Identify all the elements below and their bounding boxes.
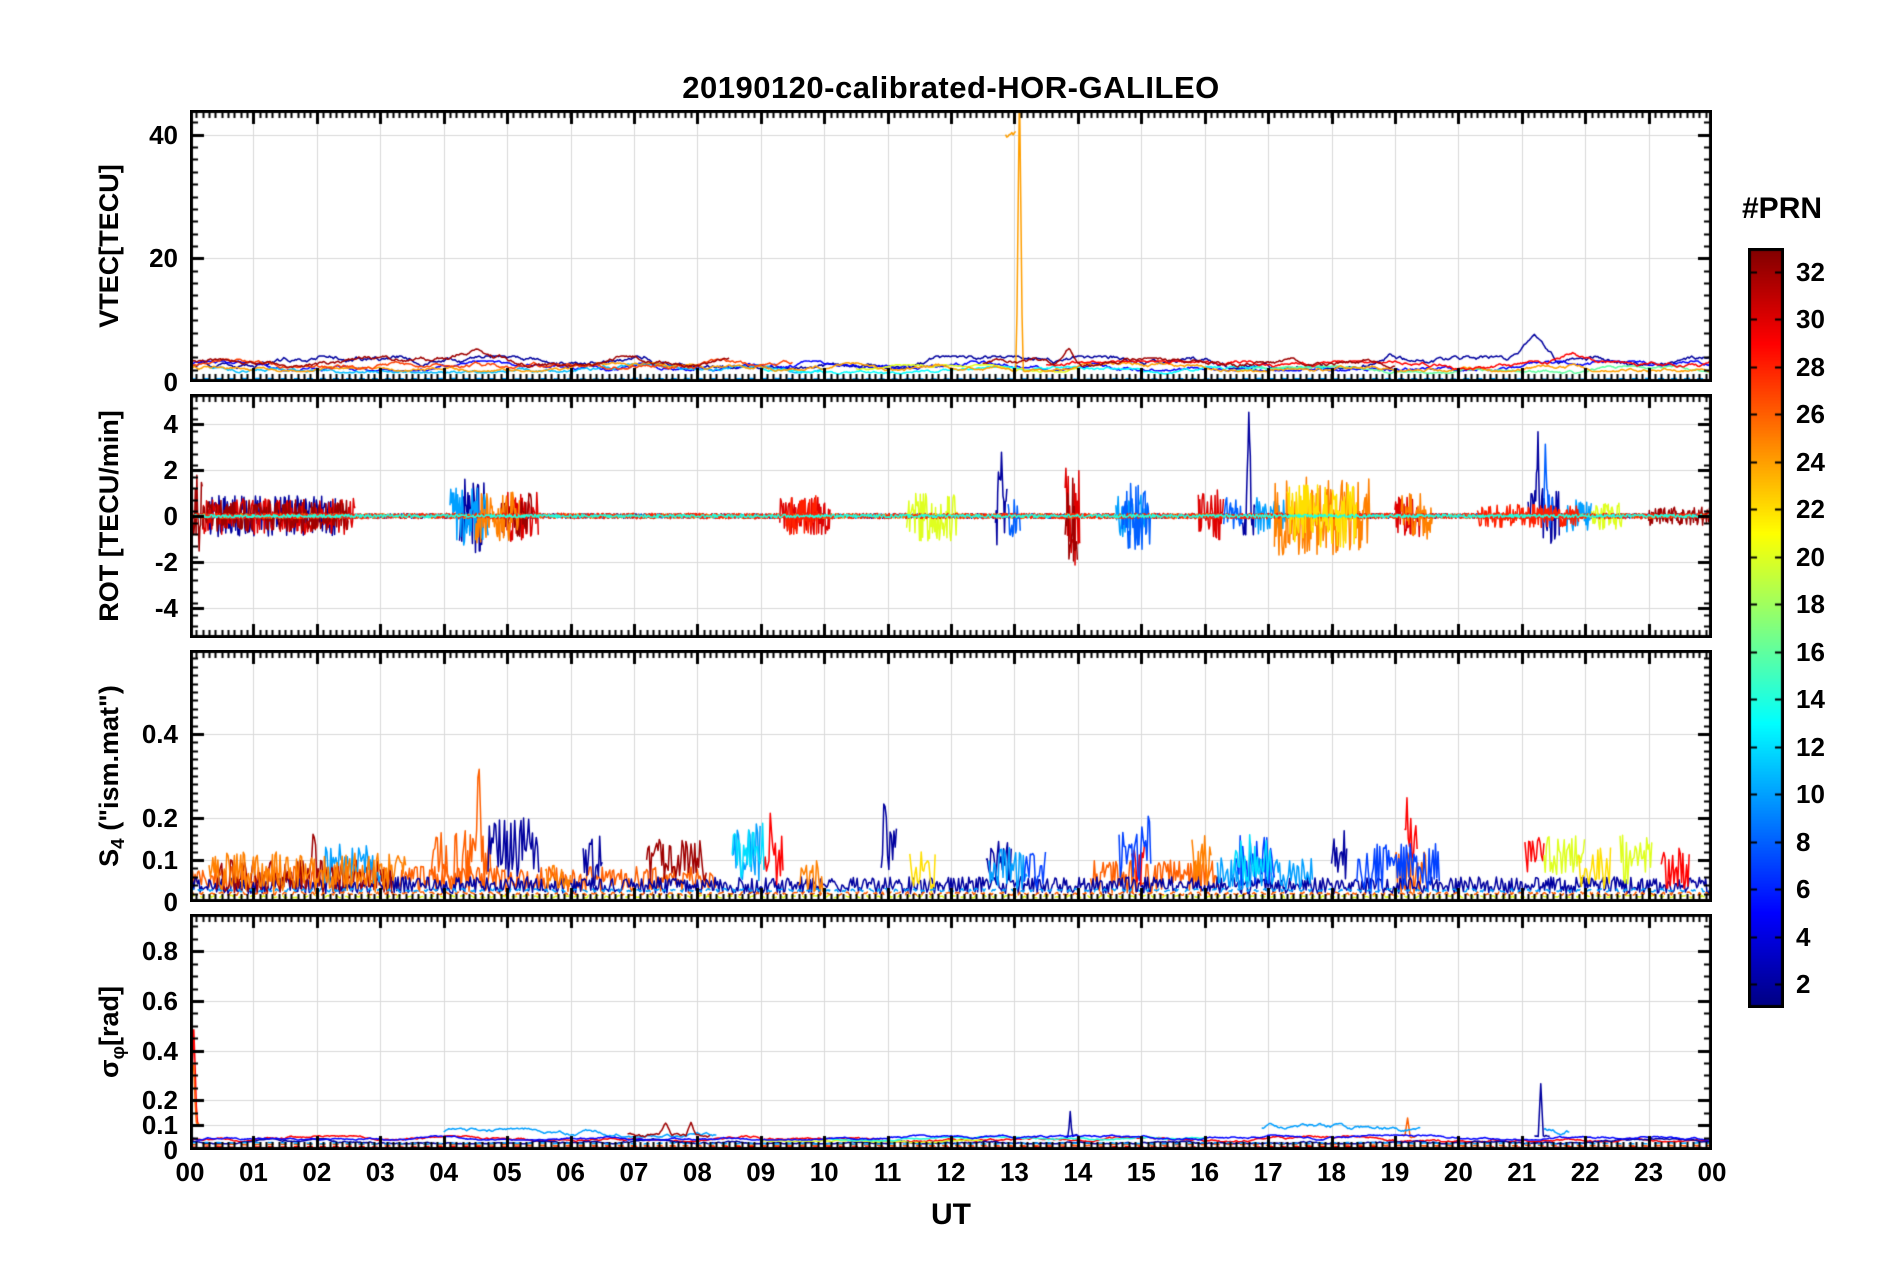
y-tick-label: 0.6 <box>141 985 178 1016</box>
x-tick-label: 21 <box>1507 1157 1537 1187</box>
x-tick-label: 09 <box>746 1157 776 1187</box>
y-tick-label: 4 <box>163 408 178 439</box>
colorbar-tick-label: 26 <box>1796 399 1825 430</box>
y-tick-label: -4 <box>154 593 178 624</box>
y-tick-label: 0 <box>163 1135 178 1165</box>
y-tick-label: 40 <box>149 119 178 150</box>
sigma-phi-plot-canvas <box>190 914 1712 1150</box>
colorbar-tick-label: 12 <box>1796 731 1825 762</box>
y-tick-label: 0.1 <box>141 1110 178 1141</box>
colorbar-tick-label: 8 <box>1796 826 1811 857</box>
x-tick-label: 17 <box>1253 1157 1283 1187</box>
colorbar-tick-label: 6 <box>1796 874 1811 905</box>
x-tick-label: 22 <box>1570 1157 1600 1187</box>
colorbar-tick-label: 22 <box>1796 494 1825 525</box>
colorbar-tick-label: 20 <box>1796 541 1825 572</box>
x-tick-label: 11 <box>873 1157 902 1187</box>
x-tick-label: 19 <box>1380 1157 1410 1187</box>
x-tick-label: 02 <box>302 1157 332 1187</box>
y-tick-label: 0.4 <box>141 719 178 749</box>
x-tick-label: 04 <box>429 1157 459 1187</box>
y-tick-label: 0.4 <box>141 1035 178 1066</box>
colorbar-tick-label: 32 <box>1796 256 1825 287</box>
vtec-plot-canvas <box>190 110 1712 382</box>
y-axis-label-s4: S4 ("ism.mat") <box>94 685 130 867</box>
rot-plot-canvas <box>190 394 1712 638</box>
colorbar-tick-label: 30 <box>1796 304 1825 335</box>
y-tick-label: 2 <box>163 454 178 485</box>
x-tick-label: 12 <box>936 1157 966 1187</box>
y-tick-label: 20 <box>149 243 178 274</box>
y-tick-label: 0 <box>163 367 178 397</box>
colorbar-tick-label: 4 <box>1796 921 1811 952</box>
x-tick-label: 14 <box>1063 1157 1093 1187</box>
y-tick-label: 0 <box>163 501 178 531</box>
prn-colorbar-canvas <box>1748 248 1784 1008</box>
y-tick-label: 0.2 <box>141 803 178 833</box>
colorbar-tick-label: 2 <box>1796 969 1811 1000</box>
y-tick-label: -2 <box>154 547 178 578</box>
x-axis-label: UT <box>931 1198 971 1231</box>
colorbar-title: #PRN <box>1742 192 1823 225</box>
y-tick-label: 0 <box>163 887 178 917</box>
x-tick-label: 03 <box>365 1157 395 1187</box>
x-tick-label: 05 <box>492 1157 522 1187</box>
s4-plot-canvas <box>190 650 1712 902</box>
x-tick-label: 13 <box>999 1157 1029 1187</box>
x-tick-label: 00 <box>175 1157 205 1187</box>
y-tick-label: 0.1 <box>141 845 178 875</box>
colorbar-tick-label: 16 <box>1796 636 1825 667</box>
x-tick-label: 00 <box>1697 1157 1727 1187</box>
x-tick-label: 18 <box>1317 1157 1346 1187</box>
x-tick-label: 20 <box>1443 1157 1473 1187</box>
colorbar-tick-label: 24 <box>1796 446 1825 477</box>
colorbar-tick-label: 10 <box>1796 779 1825 810</box>
colorbar-tick-label: 14 <box>1796 684 1825 715</box>
x-tick-label: 06 <box>556 1157 585 1187</box>
colorbar-tick-label: 28 <box>1796 351 1825 382</box>
x-tick-label: 16 <box>1190 1157 1220 1187</box>
x-tick-label: 01 <box>238 1157 268 1187</box>
x-tick-label: 15 <box>1126 1157 1156 1187</box>
chart-title: 20190120-calibrated-HOR-GALILEO <box>682 70 1220 105</box>
x-tick-label: 10 <box>809 1157 839 1187</box>
y-tick-label: 0.2 <box>141 1085 178 1116</box>
x-tick-label: 23 <box>1634 1157 1664 1187</box>
x-tick-label: 08 <box>682 1157 712 1187</box>
x-tick-label: 07 <box>619 1157 649 1187</box>
y-tick-label: 0.8 <box>141 936 178 967</box>
colorbar-tick-label: 18 <box>1796 589 1825 620</box>
